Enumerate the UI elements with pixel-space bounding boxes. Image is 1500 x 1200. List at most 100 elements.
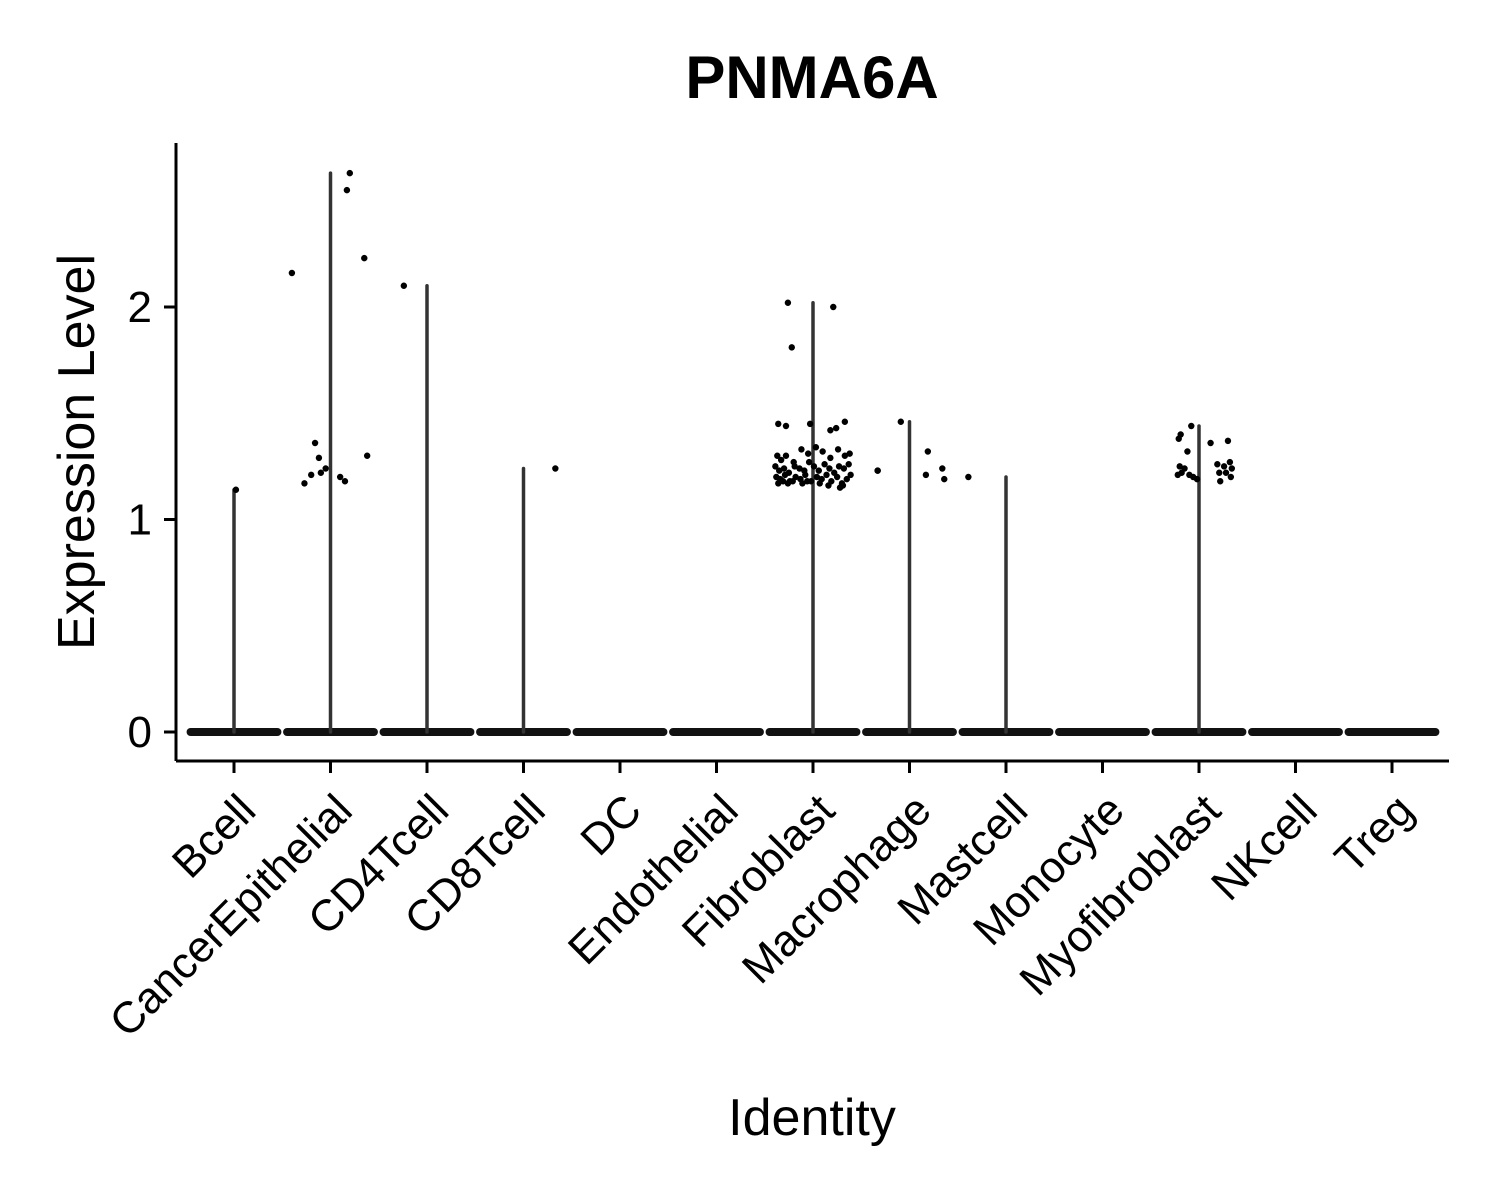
data-point: [772, 463, 779, 470]
data-point: [804, 478, 811, 485]
data-point: [845, 461, 852, 468]
violin-group: [862, 418, 957, 736]
data-point: [1193, 475, 1201, 483]
data-point: [232, 486, 240, 493]
data-point: [784, 299, 792, 306]
data-point: [924, 448, 932, 455]
data-point: [841, 418, 849, 425]
violin-group: [186, 486, 282, 736]
data-point: [819, 448, 826, 455]
data-point: [839, 482, 847, 489]
data-point: [843, 475, 850, 483]
violin-group: [379, 282, 475, 736]
data-point: [804, 450, 812, 457]
data-point: [341, 478, 349, 485]
data-point: [1176, 463, 1183, 470]
data-point: [552, 465, 559, 472]
data-point: [922, 471, 930, 479]
y-tick-label: 2: [128, 283, 152, 332]
data-point: [835, 463, 843, 470]
violin-group: [765, 299, 861, 736]
data-point: [317, 469, 325, 476]
data-point: [288, 269, 296, 277]
data-point: [782, 452, 790, 459]
data-point: [322, 465, 329, 472]
data-point: [897, 418, 905, 425]
data-point: [847, 471, 854, 479]
data-point: [816, 480, 823, 487]
data-point: [1174, 471, 1181, 479]
data-point: [779, 478, 787, 485]
chart-title: PNMA6A: [685, 44, 938, 111]
violin-group: [1151, 422, 1247, 736]
data-point: [363, 452, 371, 459]
violin-group: [941, 473, 1054, 736]
data-point: [1207, 439, 1214, 447]
data-point: [1217, 478, 1224, 485]
data-point: [834, 446, 842, 453]
x-tick-label: Treg: [1326, 785, 1423, 882]
plot-area: [186, 169, 1440, 736]
data-point: [336, 473, 344, 481]
data-point: [1228, 465, 1236, 472]
y-axis-title: Expression Level: [48, 254, 106, 650]
data-point: [846, 450, 853, 457]
data-point: [301, 480, 308, 487]
data-point: [1227, 473, 1235, 481]
data-point: [805, 458, 813, 466]
data-point: [965, 473, 972, 481]
data-point: [789, 478, 796, 485]
data-point: [343, 186, 351, 194]
data-point: [361, 254, 368, 262]
x-tick-label: DC: [571, 785, 651, 865]
data-point: [830, 303, 837, 311]
data-point: [1177, 431, 1184, 438]
x-tick-label: NKcell: [1202, 785, 1327, 910]
data-point: [782, 422, 790, 430]
data-point: [1220, 463, 1228, 470]
data-point: [796, 465, 803, 472]
data-point: [1224, 437, 1232, 445]
data-point: [802, 471, 809, 479]
data-point: [781, 471, 789, 479]
data-point: [799, 480, 806, 487]
data-point: [1188, 422, 1195, 430]
data-point: [780, 465, 788, 472]
data-point: [1222, 469, 1230, 476]
data-point: [941, 475, 948, 483]
y-tick-label: 0: [128, 708, 152, 757]
data-point: [1184, 448, 1191, 455]
data-point: [827, 454, 834, 462]
data-point: [833, 473, 841, 481]
data-point: [813, 473, 821, 481]
data-point: [939, 465, 946, 472]
data-point: [798, 446, 805, 453]
data-point: [775, 480, 782, 487]
data-point: [777, 456, 785, 464]
data-point: [1181, 465, 1188, 472]
data-point: [806, 420, 814, 428]
data-point: [346, 169, 353, 177]
data-point: [774, 452, 781, 459]
data-point: [823, 471, 830, 479]
data-point: [775, 420, 782, 428]
data-point: [812, 444, 820, 451]
data-point: [840, 465, 848, 472]
data-point: [776, 467, 783, 474]
data-point: [315, 454, 323, 462]
data-point: [311, 439, 319, 447]
data-point: [1216, 469, 1223, 476]
y-axis-ticks: 0 1 2: [128, 283, 176, 757]
data-point: [791, 463, 798, 470]
data-point: [874, 467, 881, 474]
data-point: [815, 467, 822, 474]
data-point: [810, 463, 818, 470]
violin-group: [283, 169, 378, 736]
data-point: [827, 427, 834, 434]
data-point: [1214, 461, 1221, 468]
x-axis-title: Identity: [728, 1089, 896, 1147]
data-point: [1226, 458, 1234, 466]
data-point: [841, 452, 849, 459]
